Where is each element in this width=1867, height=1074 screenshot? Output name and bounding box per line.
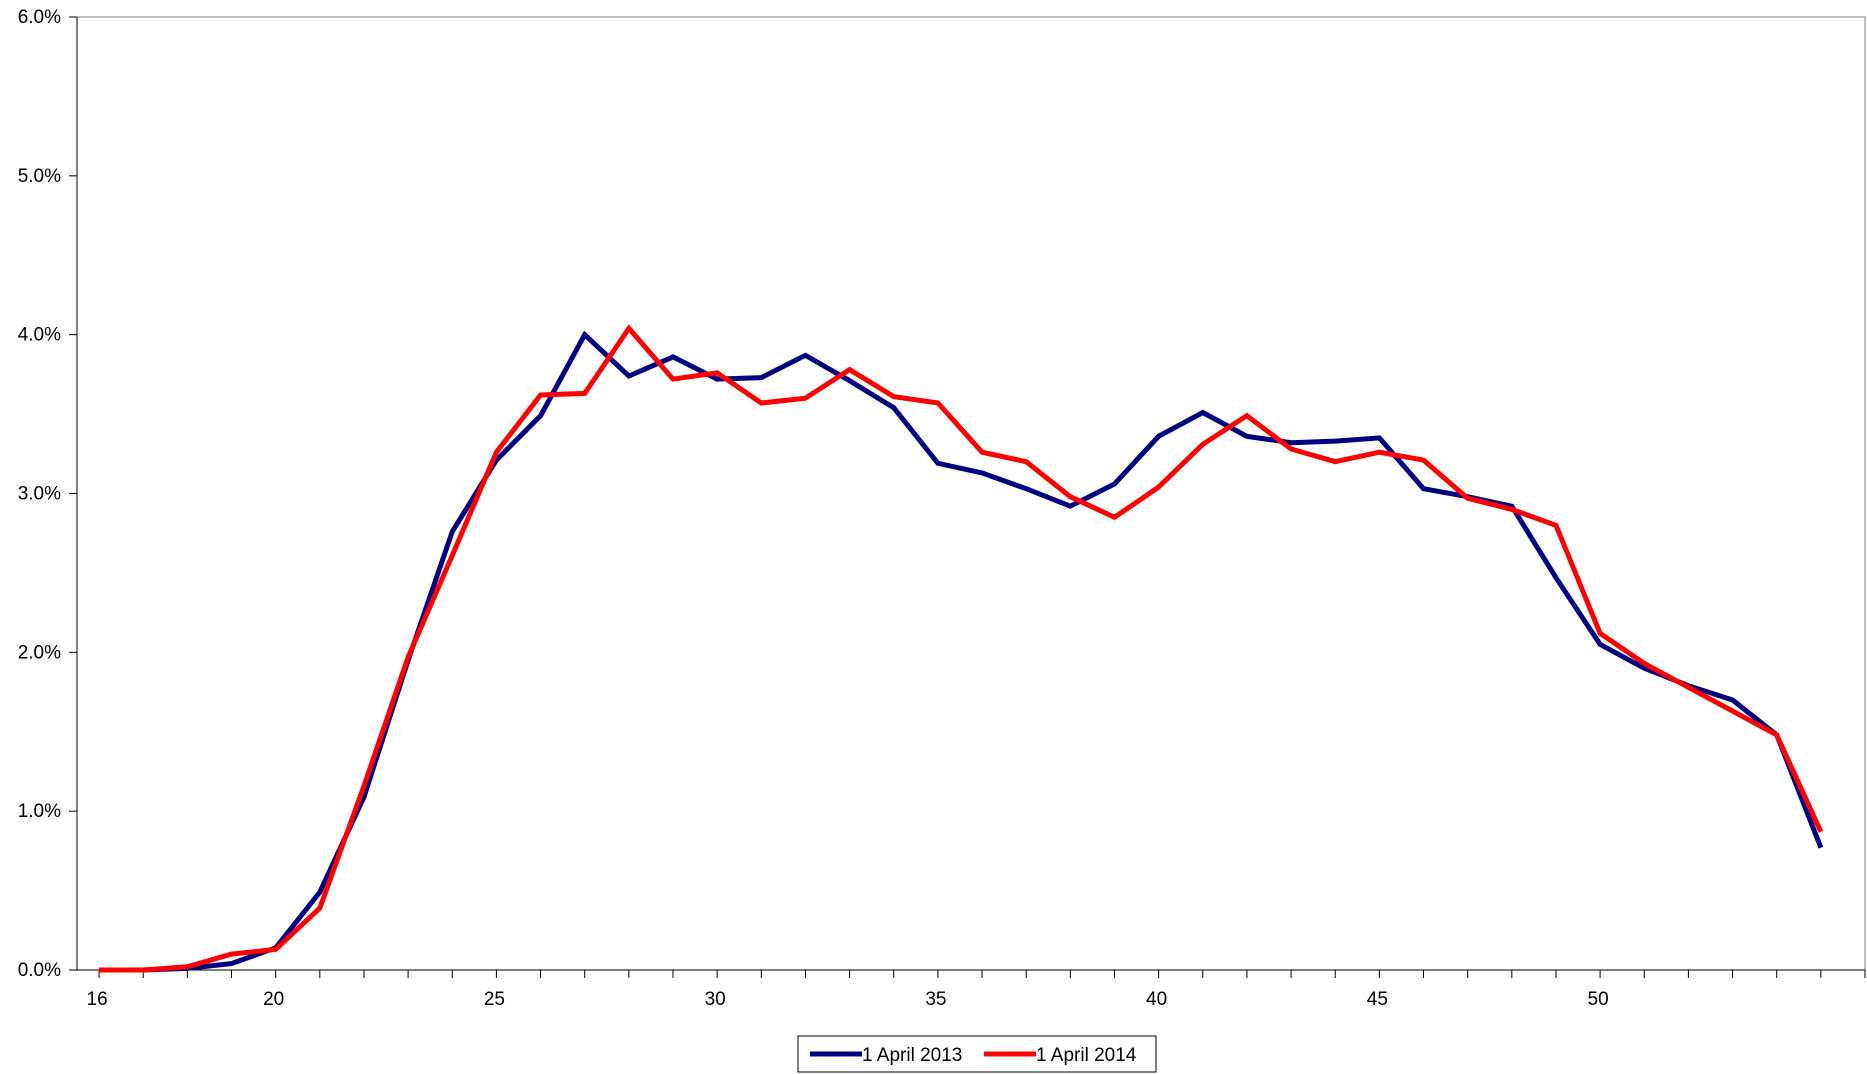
y-tick-label: 4.0% <box>18 325 61 346</box>
x-tick-label: 30 <box>705 989 726 1010</box>
axes: 0.0% 1.0% 2.0% 3.0% 4.0% 5.0% 6.0% 16 20 25 30 35 40… <box>18 7 1866 1010</box>
x-tick-label: 20 <box>263 989 284 1010</box>
x-tick-label: 50 <box>1588 989 1609 1010</box>
x-tick-label: 25 <box>484 989 505 1010</box>
x-tick-label: 45 <box>1367 989 1388 1010</box>
plot-area <box>76 16 1866 971</box>
y-tick-label: 2.0% <box>18 642 61 663</box>
x-tick-label: 35 <box>925 989 946 1010</box>
y-tick-label: 5.0% <box>18 166 61 187</box>
legend: 1 April 2013 1 April 2014 <box>797 1035 1157 1073</box>
series-line-2 <box>99 324 1824 973</box>
y-tick-label: 6.0% <box>18 7 61 28</box>
series-layer <box>99 324 1824 973</box>
y-tick-label: 0.0% <box>18 960 61 981</box>
x-tick-label: 40 <box>1146 989 1167 1010</box>
x-tick-label: 16 <box>87 989 108 1010</box>
legend-label-1: 1 April 2013 <box>862 1045 962 1066</box>
legend-label-2: 1 April 2014 <box>1036 1045 1137 1066</box>
y-tick-label: 3.0% <box>18 484 61 505</box>
y-tick-label: 1.0% <box>18 801 61 822</box>
plot-frame <box>76 16 1866 971</box>
